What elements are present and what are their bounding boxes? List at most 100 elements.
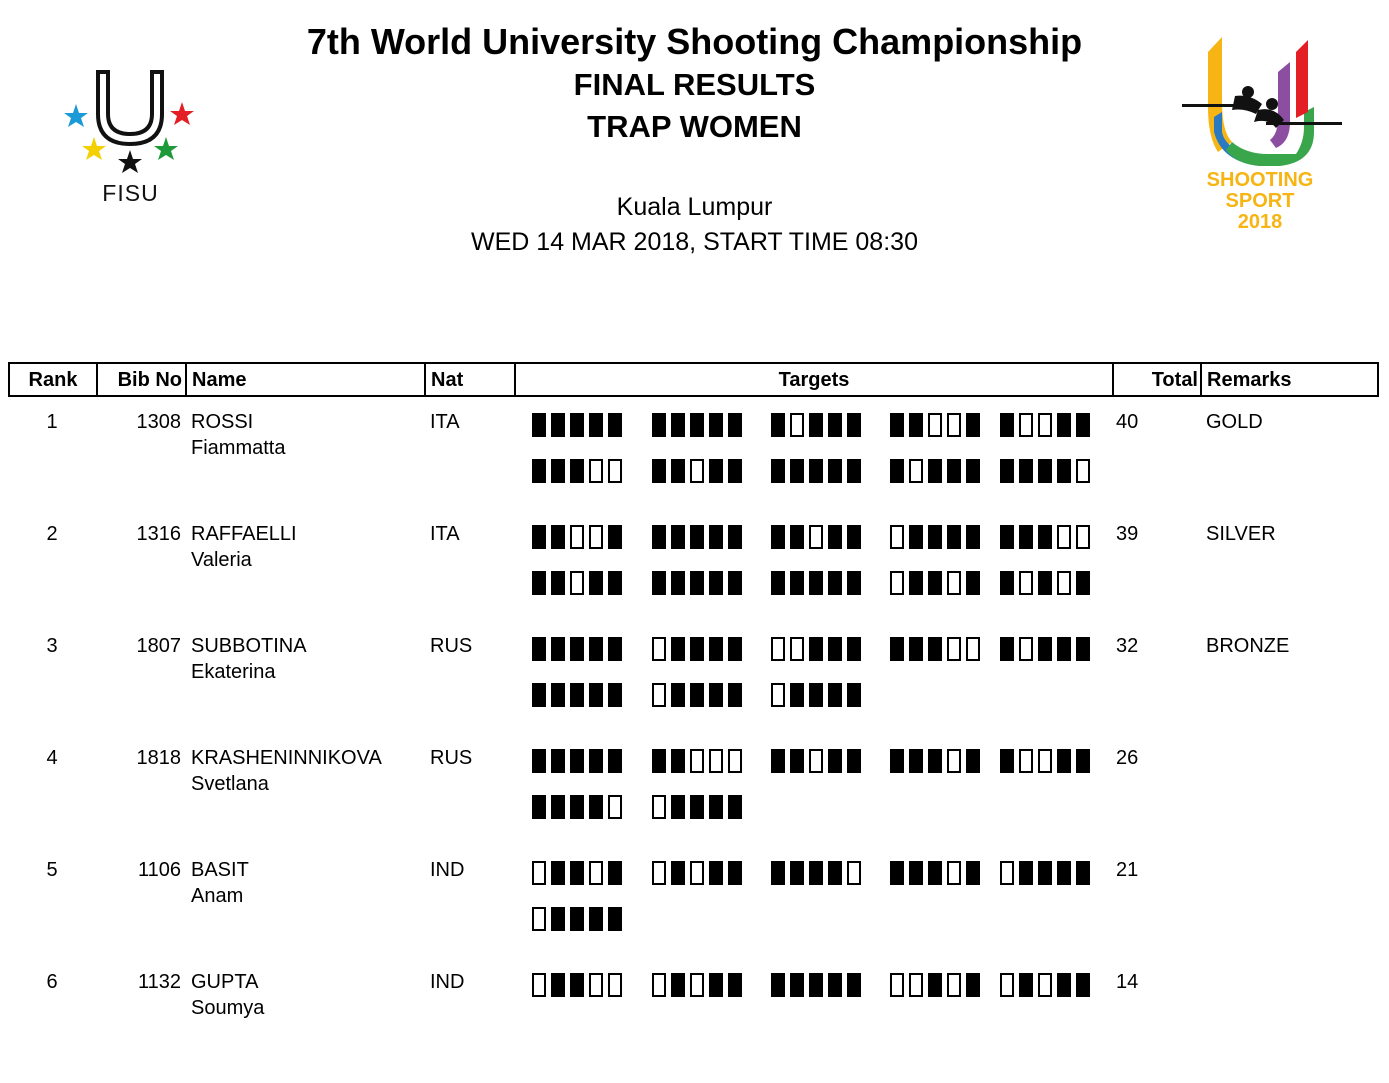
target-series — [1000, 637, 1090, 661]
target-series — [1000, 459, 1090, 483]
target-hit — [828, 861, 842, 885]
col-bib: Bib No — [117, 369, 182, 391]
col-nat: Nat — [431, 369, 464, 391]
target-hit — [709, 525, 723, 549]
target-hit — [1057, 459, 1071, 483]
target-miss — [589, 459, 603, 483]
target-hit — [1057, 973, 1071, 997]
target-series — [532, 571, 622, 595]
target-hit — [890, 749, 904, 773]
target-hit — [928, 973, 942, 997]
target-hit — [551, 683, 565, 707]
target-series — [771, 637, 861, 661]
table-row: 6 1132 GUPTA Soumya IND 14 — [0, 971, 1389, 1083]
rank-cell: 2 — [46, 523, 58, 545]
target-hit — [909, 637, 923, 661]
target-series — [652, 637, 742, 661]
target-hit — [1019, 525, 1033, 549]
col-total: Total — [1151, 369, 1198, 391]
remarks-cell: GOLD — [1206, 411, 1263, 433]
target-miss — [652, 795, 666, 819]
sport-label-line2: SPORT — [1225, 190, 1295, 212]
target-hit — [589, 907, 603, 931]
given-name-cell: Soumya — [191, 997, 265, 1019]
target-hit — [608, 413, 622, 437]
target-hit — [809, 637, 823, 661]
target-miss — [1019, 413, 1033, 437]
target-hit — [1000, 637, 1014, 661]
col-rank: Rank — [28, 369, 78, 391]
target-series — [652, 749, 742, 773]
total-cell: 14 — [1116, 971, 1139, 993]
target-miss — [589, 861, 603, 885]
rank-cell: 5 — [46, 859, 58, 881]
target-hit — [828, 571, 842, 595]
target-hit — [532, 413, 546, 437]
target-series — [890, 637, 980, 661]
target-miss — [589, 973, 603, 997]
target-hit — [909, 525, 923, 549]
target-hit — [608, 525, 622, 549]
target-hit — [532, 459, 546, 483]
target-miss — [652, 861, 666, 885]
target-hit — [928, 749, 942, 773]
target-miss — [1038, 413, 1052, 437]
fisu-label: FISU — [102, 180, 159, 206]
nat-cell: RUS — [430, 747, 473, 769]
target-hit — [771, 413, 785, 437]
target-miss — [947, 637, 961, 661]
divider — [1112, 364, 1114, 395]
target-miss — [947, 749, 961, 773]
target-hit — [532, 525, 546, 549]
target-hit — [570, 907, 584, 931]
target-series — [652, 459, 742, 483]
target-hit — [709, 637, 723, 661]
target-series — [532, 637, 622, 661]
target-hit — [690, 795, 704, 819]
target-series — [771, 571, 861, 595]
target-series — [771, 749, 861, 773]
target-miss — [690, 459, 704, 483]
target-hit — [551, 571, 565, 595]
black-star-icon — [118, 150, 142, 173]
target-series — [652, 571, 742, 595]
target-series — [532, 907, 622, 931]
target-hit — [709, 413, 723, 437]
target-hit — [771, 459, 785, 483]
target-hit — [671, 637, 685, 661]
remarks-cell: BRONZE — [1206, 635, 1290, 657]
target-miss — [1076, 525, 1090, 549]
target-hit — [928, 637, 942, 661]
target-hit — [828, 413, 842, 437]
target-hit — [570, 795, 584, 819]
target-hit — [809, 683, 823, 707]
target-hit — [1000, 413, 1014, 437]
target-miss — [608, 795, 622, 819]
red-star-icon — [170, 102, 194, 125]
divider — [514, 364, 516, 395]
target-miss — [652, 637, 666, 661]
target-series — [771, 973, 861, 997]
target-miss — [790, 637, 804, 661]
target-hit — [909, 571, 923, 595]
target-hit — [771, 861, 785, 885]
target-hit — [1057, 413, 1071, 437]
target-hit — [847, 637, 861, 661]
target-series — [890, 749, 980, 773]
target-series — [1000, 413, 1090, 437]
target-hit — [728, 571, 742, 595]
target-hit — [570, 413, 584, 437]
given-name-cell: Fiammatta — [191, 437, 286, 459]
target-hit — [928, 459, 942, 483]
given-name-cell: Ekaterina — [191, 661, 276, 683]
target-hit — [1076, 749, 1090, 773]
target-hit — [709, 459, 723, 483]
target-hit — [652, 571, 666, 595]
target-series — [652, 795, 742, 819]
divider — [96, 364, 98, 395]
yellow-star-icon — [82, 137, 106, 160]
target-hit — [847, 525, 861, 549]
target-hit — [1038, 459, 1052, 483]
target-hit — [551, 637, 565, 661]
target-hit — [966, 861, 980, 885]
